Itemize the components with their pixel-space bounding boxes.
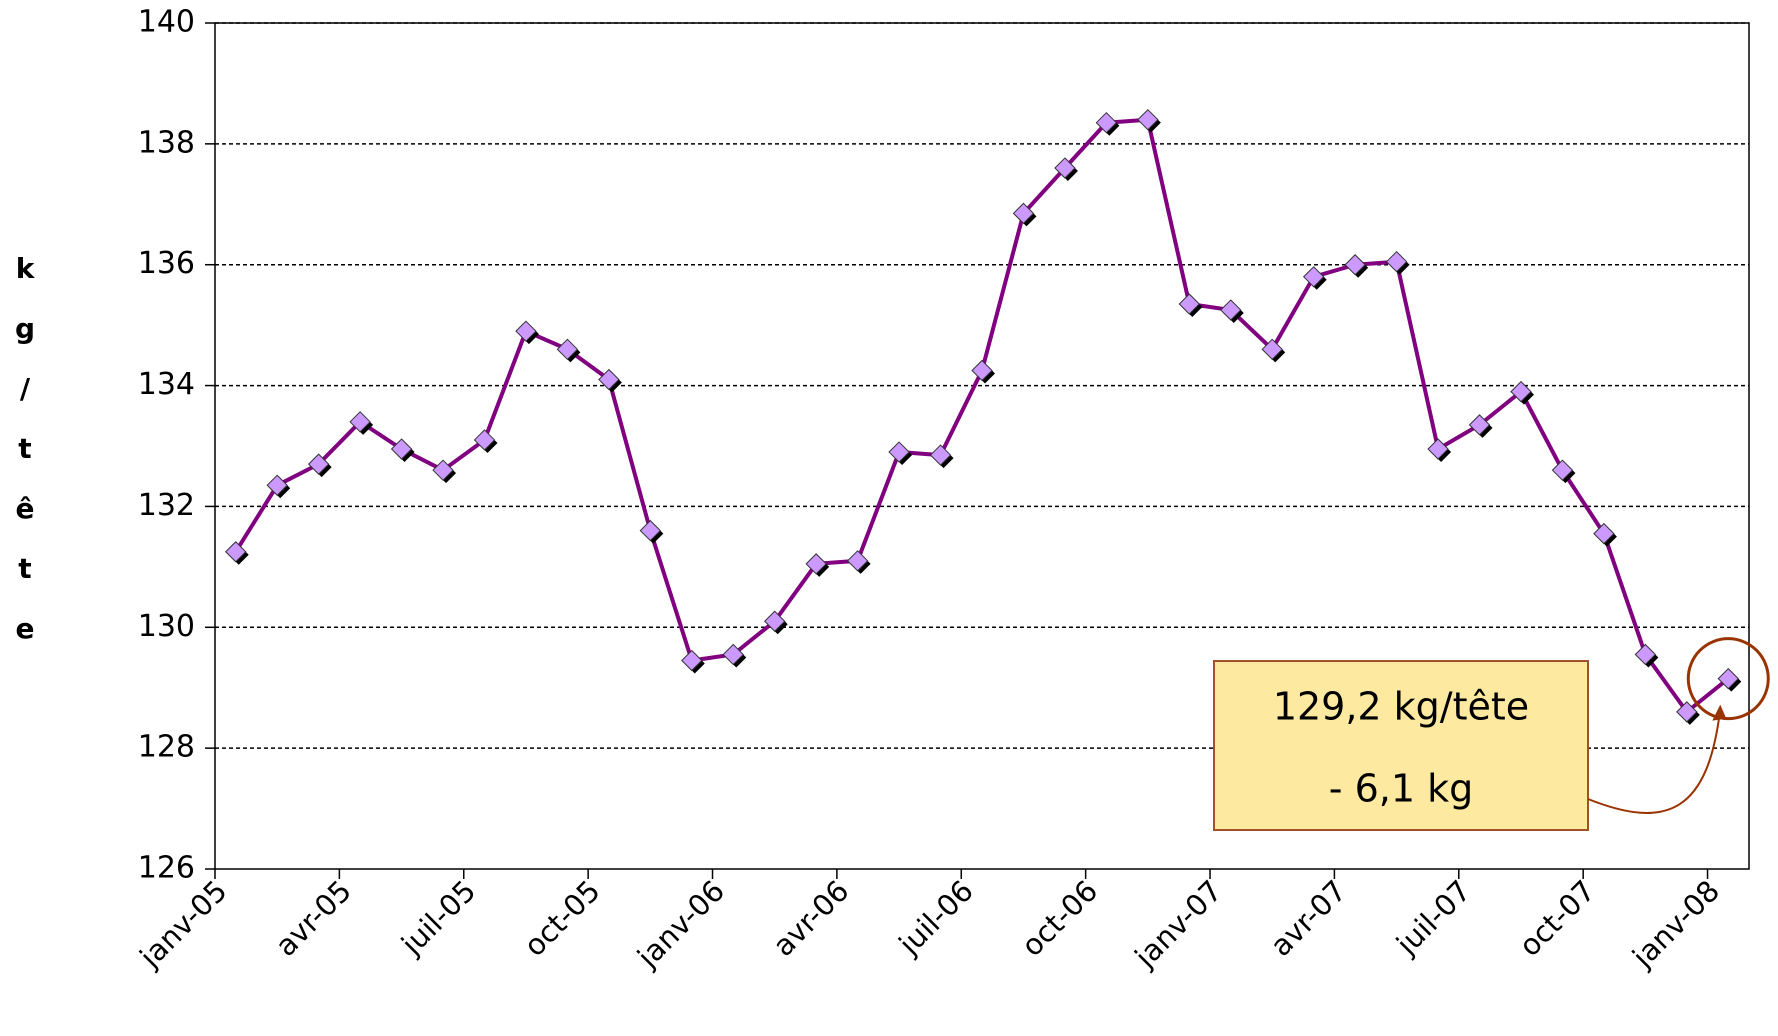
marker [1220, 299, 1242, 321]
marker [1178, 293, 1201, 315]
y-tick-label: 136 [138, 246, 195, 281]
y-tick-label: 128 [138, 730, 195, 765]
marker [639, 519, 662, 542]
series-line [234, 117, 1730, 715]
x-tick-label: avr-06 [766, 874, 855, 963]
y-tick-label: 132 [138, 488, 195, 523]
marker [1095, 111, 1118, 134]
marker [888, 441, 910, 463]
x-tick-label: oct-06 [1015, 874, 1104, 963]
y-axis-label: k g / t ê t e [15, 252, 36, 645]
marker [805, 553, 827, 575]
marker [1717, 667, 1739, 690]
x-tick-label: juil-05 [394, 874, 482, 962]
annotation-text: 129,2 kg/tête [1273, 685, 1529, 729]
marker [266, 474, 288, 496]
x-tick-label: janv-07 [1128, 874, 1229, 975]
y-tick-label: 140 [138, 5, 195, 40]
marker [971, 359, 993, 382]
annotation-text: - 6,1 kg [1329, 767, 1473, 811]
y-tick-label: 130 [138, 609, 195, 644]
marker [1468, 414, 1491, 436]
marker [929, 444, 952, 466]
marker [1676, 701, 1698, 723]
marker [1510, 380, 1532, 403]
marker [432, 459, 454, 481]
x-tick-label: oct-07 [1512, 874, 1601, 963]
highlight-circle [1686, 637, 1770, 721]
marker [1427, 438, 1449, 460]
marker [681, 649, 703, 672]
marker [1551, 459, 1574, 481]
x-tick-label: oct-05 [517, 874, 606, 963]
marker [1385, 250, 1408, 273]
marker [1634, 643, 1657, 666]
marker [722, 643, 744, 666]
marker [307, 453, 330, 475]
marker [1302, 266, 1325, 288]
x-tick-label: janv-08 [1625, 874, 1726, 975]
annotation-arrow [1587, 708, 1722, 814]
marker [1261, 338, 1283, 361]
x-tick-label: janv-05 [133, 874, 234, 975]
y-tick-label: 134 [138, 367, 195, 402]
marker [846, 550, 869, 572]
marker [225, 541, 247, 563]
marker [1137, 108, 1159, 131]
marker [598, 368, 620, 391]
annotation-box [1213, 660, 1589, 831]
x-tick-label: janv-06 [630, 874, 731, 975]
marker [763, 610, 786, 632]
x-tick-label: juil-07 [1389, 874, 1477, 962]
marker [349, 411, 371, 433]
marker [1012, 202, 1035, 225]
x-tick-label: juil-06 [892, 874, 980, 962]
marker [390, 438, 413, 460]
marker [1593, 522, 1615, 545]
y-tick-label: 126 [138, 851, 195, 886]
y-tick-label: 138 [138, 125, 195, 160]
x-tick-label: avr-05 [269, 874, 358, 963]
marker [1054, 157, 1076, 179]
arrow-head [1712, 704, 1727, 721]
marker [515, 320, 537, 342]
x-tick-label: avr-07 [1264, 874, 1353, 963]
marker [556, 338, 579, 361]
marker [473, 429, 496, 451]
marker [1344, 254, 1366, 276]
